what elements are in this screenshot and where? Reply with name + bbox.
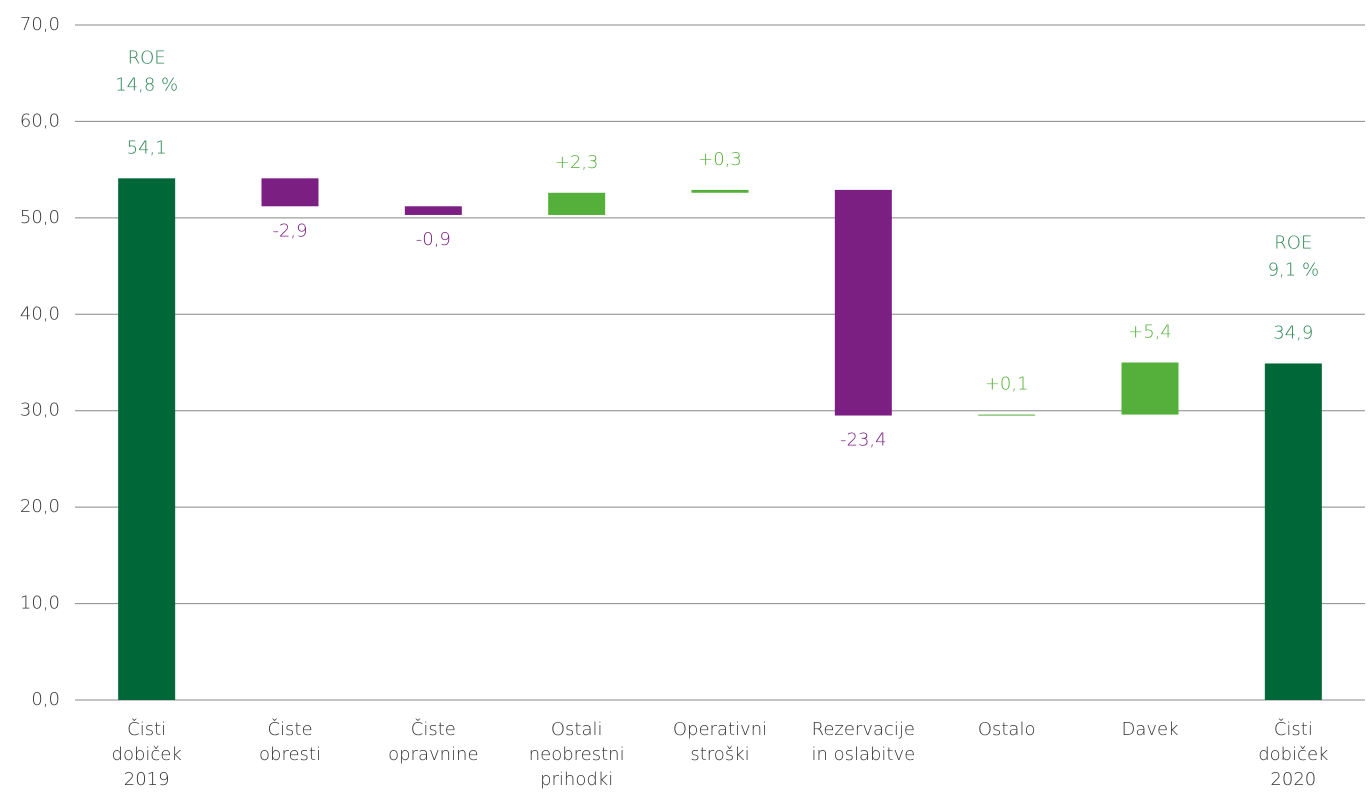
value-label: +0,3 (698, 149, 742, 170)
x-tick-label: dobiček (112, 744, 182, 765)
bar (834, 189, 892, 416)
bar (548, 192, 606, 215)
x-tick-label: Čisti (1274, 718, 1313, 740)
bar (978, 414, 1036, 416)
x-tick-label: prihodki (540, 769, 613, 790)
bar (261, 178, 319, 207)
value-label: -23,4 (840, 430, 887, 451)
bar (1121, 362, 1179, 415)
x-tick-label: neobrestni (529, 744, 625, 765)
value-label: +0,1 (985, 374, 1029, 395)
bar (118, 178, 176, 701)
x-tick-label: opravnine (388, 744, 478, 765)
value-label: +2,3 (555, 152, 599, 173)
bar (691, 189, 749, 193)
x-tick-label: Čisti (127, 718, 166, 740)
x-tick-label: Ostalo (978, 719, 1036, 740)
value-label: 34,9 (1273, 322, 1313, 343)
x-tick-label: Čiste (267, 718, 312, 740)
x-tick-label: 2019 (124, 769, 170, 790)
x-tick-label: stroški (690, 744, 749, 765)
y-tick-label: 0,0 (31, 689, 60, 710)
x-tick-label: Davek (1121, 719, 1178, 740)
value-label: +5,4 (1128, 322, 1172, 343)
value-label: -2,9 (272, 220, 307, 241)
y-tick-label: 20,0 (20, 496, 60, 517)
x-tick-label: Operativni (673, 719, 767, 740)
value-label: 54,1 (127, 137, 167, 158)
y-tick-label: 40,0 (20, 303, 60, 324)
x-tick-label: Čiste (411, 718, 456, 740)
annotation: 14,8 % (115, 74, 178, 95)
annotation: 9,1 % (1268, 259, 1319, 280)
bar (1264, 363, 1322, 700)
y-tick-label: 50,0 (20, 207, 60, 228)
x-tick-label: Ostali (551, 719, 603, 740)
y-tick-label: 60,0 (20, 110, 60, 131)
y-tick-label: 70,0 (20, 14, 60, 35)
annotation: ROE (1274, 232, 1312, 253)
y-tick-label: 30,0 (20, 400, 60, 421)
x-tick-label: obresti (259, 744, 321, 765)
value-label: -0,9 (416, 229, 451, 250)
annotation: ROE (128, 47, 166, 68)
x-tick-label: dobiček (1258, 744, 1328, 765)
x-tick-label: Rezervacije (812, 719, 915, 740)
x-tick-label: 2020 (1270, 769, 1316, 790)
bar (404, 206, 462, 215)
y-tick-label: 10,0 (20, 593, 60, 614)
x-tick-label: in oslabitve (811, 744, 915, 765)
